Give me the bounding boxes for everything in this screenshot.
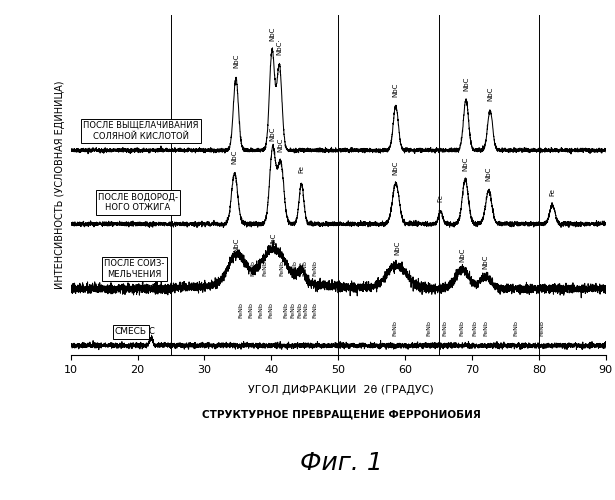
Text: NbC: NbC	[270, 127, 276, 142]
Text: C: C	[148, 327, 154, 336]
Text: FeNb: FeNb	[259, 302, 264, 318]
Text: FeNb: FeNb	[279, 260, 284, 276]
Text: FeNb: FeNb	[392, 320, 398, 336]
Text: FeNb: FeNb	[312, 302, 317, 318]
Text: NbC: NbC	[269, 27, 275, 42]
Text: Fe: Fe	[298, 261, 304, 268]
Text: FeNb: FeNb	[262, 260, 267, 276]
Text: FeNb: FeNb	[304, 302, 309, 318]
Text: FeNb: FeNb	[284, 302, 288, 318]
Text: NbC: NbC	[487, 87, 493, 102]
Text: NbC: NbC	[234, 238, 240, 252]
Text: ПОСЛЕ СОИЗ-
МЕЛЬЧЕНИЯ: ПОСЛЕ СОИЗ- МЕЛЬЧЕНИЯ	[104, 258, 164, 278]
Text: FeNb: FeNb	[540, 320, 545, 336]
Text: FeNb: FeNb	[473, 320, 478, 336]
Text: NbC: NbC	[232, 150, 237, 164]
Text: NbC: NbC	[482, 254, 488, 268]
Text: СТРУКТУРНОЕ ПРЕВРАЩЕНИЕ ФЕРРОНИОБИЯ: СТРУКТУРНОЕ ПРЕВРАЩЕНИЕ ФЕРРОНИОБИЯ	[202, 410, 481, 420]
Text: Фиг. 1: Фиг. 1	[300, 451, 383, 475]
Text: NbC: NbC	[462, 156, 469, 171]
Text: FeNb: FeNb	[269, 302, 274, 318]
Text: FeNb: FeNb	[303, 260, 308, 276]
Text: ПОСЛЕ ВЫЩЕЛАЧИВАНИЯ
СОЛЯНОЙ КИСЛОТОЙ: ПОСЛЕ ВЫЩЕЛАЧИВАНИЯ СОЛЯНОЙ КИСЛОТОЙ	[83, 120, 199, 141]
Text: NbC: NbC	[278, 138, 284, 152]
Text: FeNb: FeNb	[292, 260, 297, 276]
Text: NbC: NbC	[486, 167, 492, 182]
Text: FeNb: FeNb	[426, 320, 431, 336]
Text: ПОСЛЕ ВОДОРОД-
НОГО ОТЖИГА: ПОСЛЕ ВОДОРОД- НОГО ОТЖИГА	[98, 192, 178, 212]
Text: СМЕСЬ: СМЕСЬ	[115, 328, 147, 336]
Text: NbC: NbC	[393, 160, 399, 175]
Text: Fe: Fe	[438, 194, 443, 202]
Text: FeNb: FeNb	[483, 320, 488, 336]
Text: FeNb: FeNb	[290, 302, 295, 318]
Text: FeNb: FeNb	[249, 302, 254, 318]
Text: NbC·: NbC·	[276, 38, 282, 55]
Text: FeNb: FeNb	[443, 320, 448, 336]
Text: УГОЛ ДИФРАКЦИИ  2θ (ГРАДУС): УГОЛ ДИФРАКЦИИ 2θ (ГРАДУС)	[248, 384, 434, 394]
Text: Fe: Fe	[298, 165, 304, 173]
Text: FeNb: FeNb	[312, 260, 317, 276]
Text: NbC: NbC	[394, 240, 400, 255]
Text: NbC: NbC	[459, 248, 465, 262]
Text: NbC: NbC	[463, 76, 469, 91]
Text: NbC: NbC	[393, 82, 399, 97]
Text: Fe: Fe	[549, 188, 555, 196]
Y-axis label: ИНТЕНСИВНОСТЬ (УСЛОВНАЯ ЕДИНИЦА): ИНТЕНСИВНОСТЬ (УСЛОВНАЯ ЕДИНИЦА)	[55, 80, 65, 289]
Text: FeNb: FeNb	[239, 302, 244, 318]
Text: NbC: NbC	[271, 232, 276, 246]
Text: NbC: NbC	[233, 54, 239, 68]
Text: FeNb: FeNb	[250, 260, 255, 276]
Text: FeNb: FeNb	[513, 320, 518, 336]
Text: FeNb: FeNb	[297, 302, 302, 318]
Text: FeNb: FeNb	[459, 320, 464, 336]
